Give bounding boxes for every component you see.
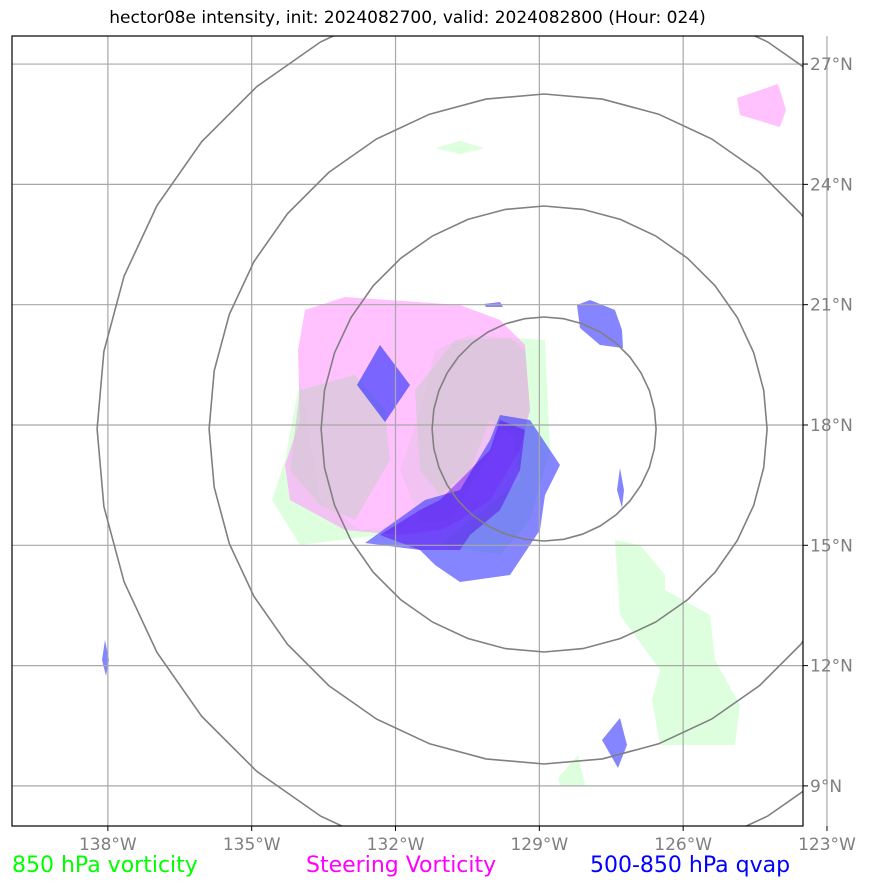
lat-tick-label: 18°N — [810, 416, 853, 436]
qvap-region — [365, 415, 560, 582]
steering-overlap — [415, 338, 530, 495]
range-rings — [96, 36, 803, 826]
lon-tick-label: 138°W — [79, 835, 137, 855]
qvap-region — [577, 300, 623, 348]
vort850-region — [435, 141, 485, 154]
legend-vort850: 850 hPa vorticity — [12, 853, 198, 878]
qvap-region — [602, 718, 627, 768]
legend-qvap: 500-850 hPa qvap — [590, 853, 791, 878]
lat-tick-label: 27°N — [810, 55, 853, 75]
vort850-region — [615, 540, 740, 745]
lon-tick-label: 129°W — [510, 835, 568, 855]
map-frame — [11, 35, 804, 827]
latitude-ticks: 9°N 12°N 15°N 18°N 21°N 24°N 27°N — [803, 55, 853, 797]
lon-tick-label: 135°W — [223, 835, 281, 855]
lat-tick-label: 15°N — [810, 536, 853, 556]
qvap-contours — [102, 300, 627, 768]
qvap-core — [380, 420, 525, 550]
qvap-region — [617, 468, 624, 508]
lon-tick-label: 123°W — [798, 835, 856, 855]
range-ring — [208, 93, 803, 765]
map-title: hector08e intensity, init: 2024082700, v… — [109, 8, 706, 28]
steering-region — [737, 84, 786, 127]
legend-steering: Steering Vorticity — [306, 853, 497, 878]
lat-tick-label: 21°N — [810, 296, 853, 316]
steering-overlap — [290, 375, 390, 520]
qvap-region — [102, 640, 109, 676]
vort850-region — [558, 755, 585, 785]
lat-tick-label: 24°N — [810, 175, 853, 195]
contour-fills — [102, 84, 786, 785]
longitude-ticks: 138°W 135°W 132°W 129°W 126°W 123°W — [79, 826, 856, 855]
lon-tick-label: 126°W — [654, 835, 712, 855]
range-ring — [96, 36, 803, 826]
lat-tick-label: 12°N — [810, 657, 853, 677]
qvap-region — [357, 345, 410, 422]
range-ring — [431, 316, 657, 542]
graticule — [12, 36, 828, 826]
lat-tick-label: 9°N — [810, 777, 842, 797]
lon-tick-label: 132°W — [367, 835, 425, 855]
range-ring — [320, 205, 768, 653]
